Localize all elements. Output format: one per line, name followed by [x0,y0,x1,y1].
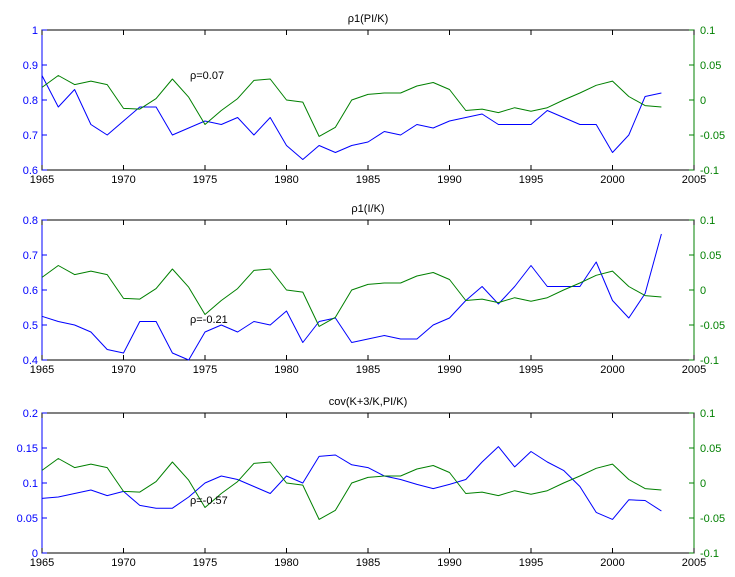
right-axis-series-line [41,75,662,137]
left-y-tick-label: 0.4 [23,355,38,367]
x-tick-label: 1970 [111,557,135,569]
correlation-annotation: ρ=-0.21 [190,314,228,326]
left-axis-series-line [41,75,662,160]
x-tick-label: 1990 [437,364,461,376]
chart-panel-1: ρ1(PI/K) 1965 1970 1975 1980 1985 1990 1995 2000… [23,13,725,186]
right-y-tick-label: -0.1 [700,165,719,177]
correlation-annotation: ρ=0.07 [190,70,224,82]
chart-title: cov(K+3/K,PI/K) [329,396,408,408]
x-tick-label: 1970 [111,364,135,376]
x-tick-label: 2005 [682,174,706,186]
x-tick-label: 1975 [193,557,217,569]
left-y-tick-label: 0.05 [17,513,38,525]
x-tick-label: 1990 [437,174,461,186]
left-y-tick-label: 0.8 [23,95,38,107]
right-axis-series-line [41,458,662,520]
x-tick-label: 1965 [30,364,54,376]
right-y-tick-label: 0.05 [700,60,721,72]
left-y-tick-label: 0.9 [23,60,38,72]
x-tick-label: 1980 [274,557,298,569]
plot-frame [41,412,695,554]
chart-panel-3: cov(K+3/K,PI/K) 1965 1970 1975 1980 1985 1990 1… [17,396,726,569]
left-y-tick-label: 0.5 [23,320,38,332]
x-tick-label: 1980 [274,174,298,186]
chart-title: ρ1(PI/K) [348,13,389,25]
left-y-tick-label: 0.6 [23,165,38,177]
left-y-tick-label: 0.7 [23,250,38,262]
left-y-tick-label: 0.1 [23,478,38,490]
x-tick-label: 1985 [356,174,380,186]
x-tick-label: 1995 [519,364,543,376]
right-y-tick-label: 0 [700,95,706,107]
right-y-tick-label: 0 [700,285,706,297]
left-y-tick-label: 0.7 [23,130,38,142]
x-tick-label: 2005 [682,557,706,569]
left-axis-series-line [41,233,662,361]
left-axis-series-line [41,446,662,520]
left-y-tick-label: 0.2 [23,408,38,420]
left-y-tick-label: 0 [32,548,38,560]
plot-frame [41,29,695,171]
left-y-tick-label: 1 [32,25,38,37]
x-tick-label: 1975 [193,174,217,186]
x-tick-label: 1965 [30,557,54,569]
right-y-tick-label: -0.05 [700,320,725,332]
right-y-tick-label: 0.1 [700,408,715,420]
x-tick-label: 2000 [600,364,624,376]
right-y-tick-label: 0.05 [700,250,721,262]
left-y-tick-label: 0.15 [17,443,38,455]
right-y-tick-label: -0.1 [700,548,719,560]
x-tick-label: 1980 [274,364,298,376]
left-y-tick-label: 0.6 [23,285,38,297]
correlation-annotation: ρ=-0.57 [190,495,228,507]
right-y-tick-label: 0.1 [700,25,715,37]
right-y-tick-label: 0.1 [700,215,715,227]
x-tick-label: 1985 [356,364,380,376]
x-tick-label: 2000 [600,557,624,569]
x-tick-label: 1995 [519,557,543,569]
right-y-tick-label: -0.1 [700,355,719,367]
x-tick-label: 2005 [682,364,706,376]
left-y-tick-label: 0.8 [23,215,38,227]
x-tick-label: 1995 [519,174,543,186]
right-y-tick-label: -0.05 [700,130,725,142]
right-y-tick-label: 0.05 [700,443,721,455]
x-tick-label: 1970 [111,174,135,186]
chart-title: ρ1(I/K) [351,203,384,215]
x-tick-label: 1965 [30,174,54,186]
right-y-tick-label: 0 [700,478,706,490]
right-axis-series-line [41,265,662,327]
right-y-tick-label: -0.05 [700,513,725,525]
x-tick-label: 1975 [193,364,217,376]
x-tick-label: 2000 [600,174,624,186]
x-tick-label: 1990 [437,557,461,569]
chart-panel-2: ρ1(I/K) 1965 1970 1975 1980 1985 1990 1995 2000 2… [23,203,725,376]
x-tick-label: 1985 [356,557,380,569]
